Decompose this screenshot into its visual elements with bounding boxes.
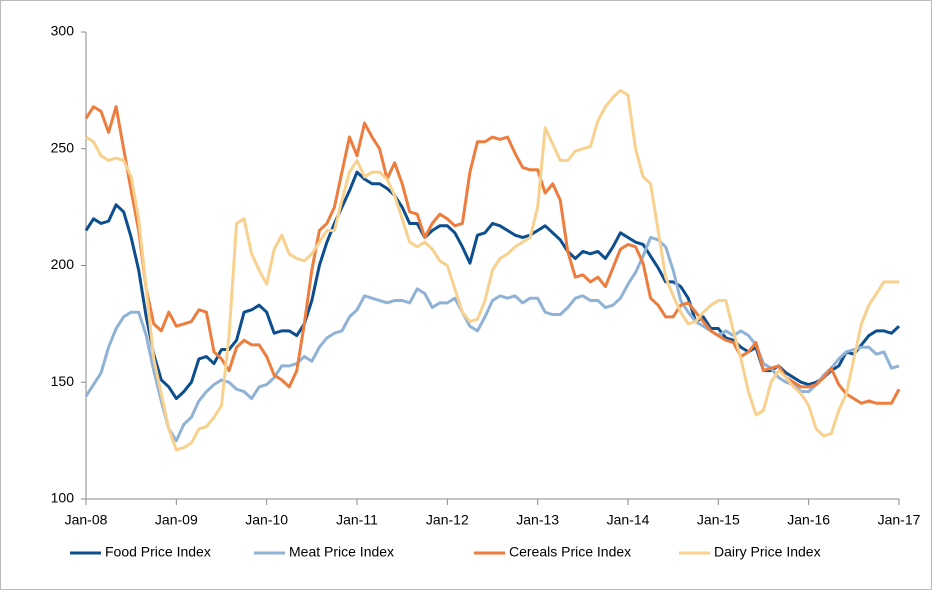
legend-label: Food Price Index	[105, 544, 211, 560]
y-tick-label: 300	[51, 23, 75, 39]
series-line	[84, 105, 901, 405]
x-tick-label: Jan-08	[65, 512, 108, 528]
x-tick-label: Jan-16	[787, 512, 830, 528]
series-line	[85, 88, 899, 452]
legend-label: Dairy Price Index	[714, 544, 821, 560]
x-tick-label: Jan-17	[878, 512, 921, 528]
x-tick-label: Jan-13	[516, 512, 559, 528]
x-tick-label: Jan-11	[336, 512, 378, 528]
series-line	[84, 235, 900, 443]
y-tick-label: 150	[51, 373, 75, 389]
x-tick-label: Jan-09	[155, 512, 198, 528]
x-tick-label: Jan-14	[607, 512, 650, 528]
x-tick-label: Jan-15	[697, 512, 740, 528]
y-tick-label: 100	[51, 490, 75, 506]
y-tick-label: 200	[51, 256, 75, 272]
y-tick-label: 250	[51, 139, 75, 155]
x-tick-label: Jan-12	[426, 512, 469, 528]
legend-label: Cereals Price Index	[509, 544, 631, 560]
legend-label: Meat Price Index	[289, 544, 394, 560]
x-tick-label: Jan-10	[245, 512, 288, 528]
